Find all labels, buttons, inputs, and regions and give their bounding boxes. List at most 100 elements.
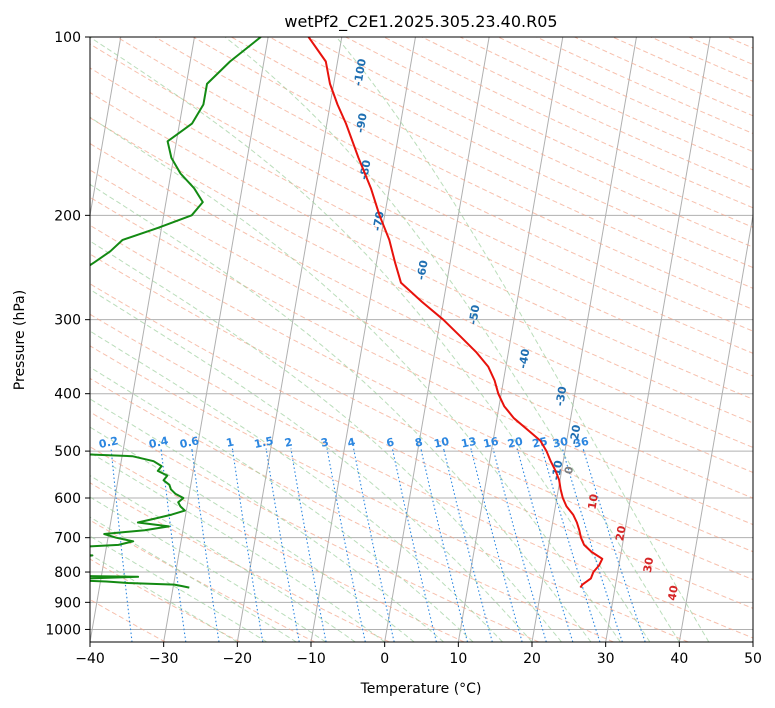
isotherm-line [310,37,416,642]
moist-adiabat-label: -60 [414,259,430,281]
moist-adiabat-line [90,398,444,642]
mixing-ratio-label: 25 [531,435,549,451]
mixing-ratio-line [391,448,437,642]
dry-adiabat-label: 20 [613,524,628,542]
dry-adiabat-line [765,37,775,642]
dry-adiabat-line [90,482,390,642]
profile-series [90,37,604,589]
moist-adiabat-line [90,116,621,642]
dry-adiabat-line [90,519,315,642]
y-tick-label: 1000 [45,622,81,638]
x-tick-label: 40 [670,651,688,667]
dry-adiabats [90,37,775,642]
mixing-ratio-line [265,448,300,642]
dry-adiabat-line [231,37,753,289]
moist-adiabats [90,37,710,642]
moist-adiabat-label: -20 [567,423,583,445]
dry-adiabat-line [90,283,753,609]
dry-adiabat-line [90,345,689,642]
y-tick-label: 500 [54,444,81,460]
moist-adiabat-line [90,37,651,642]
y-tick-label: 100 [54,30,81,46]
y-tick-label: 400 [54,387,81,403]
dry-adiabat-line [90,91,753,424]
moist-adiabat-label: -90 [354,112,370,134]
temperature-profile [307,37,604,589]
dry-adiabat-label: 40 [665,584,680,602]
dry-adiabat-line [154,37,753,332]
isotherm-line [752,639,753,642]
dry-adiabat-line [90,224,753,553]
mixing-ratio-line [110,448,133,642]
mixing-ratio-line [582,448,646,642]
moist-adiabat-line [90,553,238,642]
moist-adiabat-line [90,288,533,642]
x-tick-label: −20 [223,651,253,667]
dry-adiabat-line [90,313,753,639]
mixing-ratio-label: 30 [552,435,570,451]
dry-adiabat-line [90,377,614,642]
mixing-ratio-line [541,448,601,642]
mixing-ratio-label: 0.6 [179,434,201,451]
mixing-ratio-line [516,448,574,642]
isotherm-line [236,37,343,642]
mixing-ratio-line [160,448,187,642]
dry-adiabat-line [90,117,753,448]
dry-adiabat-line [383,37,753,209]
dry-adiabat-line [90,169,753,499]
dry-adiabat-line [612,37,753,99]
dry-adiabat-label: 30 [641,556,656,574]
isotherm-grid [90,37,753,642]
isotherm-line [163,37,269,642]
x-tick-label: 50 [744,651,762,667]
moist-adiabat-line [90,535,268,642]
isotherm-line [678,212,753,642]
x-tick-label: −30 [149,651,179,667]
mixing-ratio-line [443,448,493,642]
chart-title: wetPf2_C2E1.2025.305.23.40.R05 [284,12,557,32]
mixing-ratio-line [231,448,264,642]
mixing-ratio-line [290,448,327,642]
dry-adiabat-label: 10 [585,493,600,511]
moist-adiabat-line [90,366,474,642]
x-axis-label: Temperature (°C) [360,681,482,697]
dry-adiabat-line [421,37,753,190]
y-tick-label: 900 [54,595,81,611]
y-tick-label: 800 [54,565,81,581]
isotherm-line [531,37,637,642]
mixing-ratio-label: 10 [433,435,451,451]
x-tick-label: 20 [523,651,541,667]
moist-adiabat-line [90,426,415,642]
x-tick-label: −40 [75,651,105,667]
dry-adiabat-line [307,37,753,248]
dry-adiabat-line [650,37,753,82]
y-axis-ticks: 100 200 300 400 500 600 700 800 900 1000 [45,30,90,638]
moist-adiabat-label: -100 [351,57,369,87]
y-tick-label: 200 [54,208,81,224]
mixing-ratio-label: 3 [320,436,330,450]
x-tick-label: −10 [296,651,326,667]
mixing-ratio-label: 0.2 [98,434,120,451]
mixing-ratio-label: 1 [225,436,235,450]
dry-adiabat-line [498,37,753,153]
moist-adiabat-line [335,37,710,642]
moist-adiabat-line [90,240,562,642]
mixing-ratio-lines [110,448,646,642]
isotherm-line [605,37,711,642]
mixing-ratio-label: 0.4 [148,434,170,451]
moist-adiabat-line [90,330,503,642]
mixing-ratio-line [470,448,523,642]
dewpoint-profile [90,37,262,589]
dry-adiabat-line [90,142,753,474]
dry-adiabat-label: 0 [562,465,576,475]
dry-adiabat-line [345,37,753,228]
dry-adiabat-line [192,37,753,310]
isotherm-line [384,37,490,642]
dry-adiabat-line [90,196,753,526]
isobar-grid [90,37,753,630]
mixing-ratio-line [326,448,366,642]
y-axis-label: Pressure (hPa) [12,290,28,390]
moist-adiabat-label: -30 [553,385,569,407]
moist-adiabat-line [90,496,326,642]
